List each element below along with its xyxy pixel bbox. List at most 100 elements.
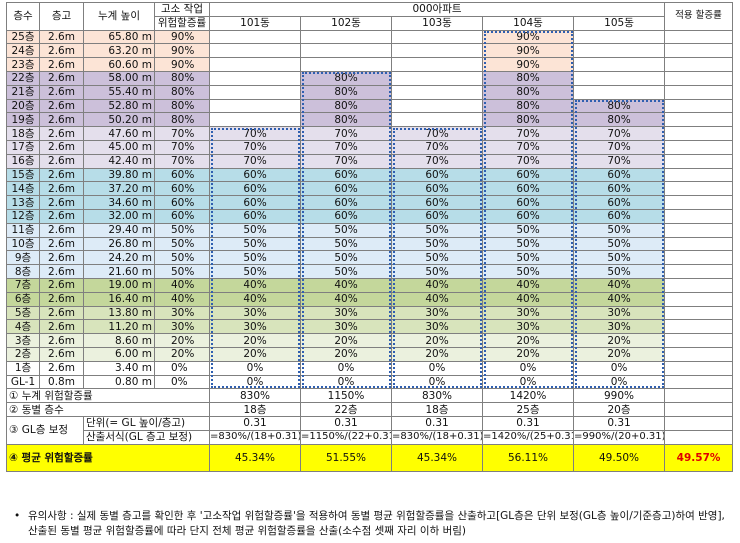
cumulative-value: 29.40 <box>108 224 139 237</box>
risk-rate: 30% <box>154 305 210 321</box>
building-rate <box>572 29 666 45</box>
applied-rate-cell <box>664 250 734 266</box>
cumulative-unit: m <box>141 127 152 140</box>
building-rate: 70% <box>300 153 392 169</box>
building-rate: 60% <box>300 195 392 210</box>
building-rate: 70% <box>482 153 574 169</box>
building-rate: 60% <box>300 167 392 183</box>
building-rate: 60% <box>391 195 483 210</box>
floor-label: 14층 <box>6 181 40 197</box>
building-header: 104동 <box>482 15 574 31</box>
building-rate <box>572 57 666 72</box>
floor-row: 23층 2.6m 60.60 m 90% 90% <box>6 57 734 72</box>
building-rate: 50% <box>300 250 392 266</box>
floor-row: 10층 2.6m 26.80 m 50% 50% 50% 50% 50% 50% <box>6 236 734 252</box>
cumulative-height: 50.20 m <box>83 112 155 128</box>
cumulative-height: 13.80 m <box>83 305 155 321</box>
floor-label: 7층 <box>6 277 40 293</box>
cumulative-height: 3.40 m <box>83 360 155 376</box>
summary-row-cumulative: ① 누계 위험할증률 830% 1150% 830% 1420% 990% <box>6 388 734 404</box>
col-cumulative-header: 누계 높이 <box>83 2 155 31</box>
cumulative-risk-value: 830% <box>391 388 483 404</box>
applied-rate-cell <box>664 402 734 417</box>
building-rate: 60% <box>572 167 666 183</box>
gl-unit-label: 단위(= GL 높이/층고) <box>83 415 210 431</box>
gl-unit-value: 0.31 <box>209 415 301 431</box>
applied-rate-cell <box>664 70 734 86</box>
building-rate: 40% <box>391 291 483 307</box>
building-rate: 50% <box>572 222 666 238</box>
risk-rate: 20% <box>154 333 210 348</box>
floor-height: 2.6m <box>39 319 84 335</box>
building-floors-value: 18층 <box>391 402 483 417</box>
cumulative-unit: m <box>141 279 152 292</box>
cumulative-unit: m <box>141 348 152 361</box>
applied-rate-cell <box>664 415 734 431</box>
floor-height: 2.6m <box>39 305 84 321</box>
building-rate: 70% <box>482 126 574 141</box>
gl-formula-value: =1150%/(22+0.31) <box>300 429 392 445</box>
building-rate: 50% <box>209 250 301 266</box>
building-floors-label: ② 동별 층수 <box>6 402 210 417</box>
building-rate <box>300 43 392 59</box>
building-rate <box>209 84 301 100</box>
cumulative-value: 21.60 <box>108 265 139 278</box>
building-rate: 80% <box>482 112 574 128</box>
building-rate: 20% <box>391 346 483 362</box>
building-rate: 30% <box>391 305 483 321</box>
building-rate: 80% <box>300 98 392 114</box>
building-rate: 30% <box>300 319 392 335</box>
building-rate: 70% <box>209 139 301 155</box>
header-row-1: 층수 층고 누계 높이 고소 작업 000아파트 적용 할증률 <box>6 2 734 31</box>
building-header: 101동 <box>209 15 301 31</box>
building-rate <box>391 84 483 100</box>
cumulative-value: 55.40 <box>108 86 139 99</box>
building-rate: 30% <box>572 319 666 335</box>
building-rate: 0% <box>209 374 301 390</box>
cumulative-height: 60.60 m <box>83 57 155 72</box>
cumulative-value: 65.80 <box>108 30 139 43</box>
floor-row: 7층 2.6m 19.00 m 40% 40% 40% 40% 40% 40% <box>6 277 734 293</box>
building-rate: 70% <box>572 126 666 141</box>
building-rate: 30% <box>391 319 483 335</box>
building-rate: 20% <box>391 333 483 348</box>
cumulative-unit: m <box>141 224 152 237</box>
col-applied-header: 적용 할증률 <box>664 2 734 31</box>
building-floors-value: 25층 <box>482 402 574 417</box>
floor-row: 6층 2.6m 16.40 m 40% 40% 40% 40% 40% 40% <box>6 291 734 307</box>
building-rate: 70% <box>482 139 574 155</box>
building-rate: 60% <box>209 181 301 197</box>
cumulative-height: 52.80 m <box>83 98 155 114</box>
cumulative-unit: m <box>141 141 152 154</box>
summary-row-average: ④ 평균 위험할증률 45.34% 51.55% 45.34% 56.11% 49.50%… <box>6 443 734 472</box>
floor-height: 2.6m <box>39 70 84 86</box>
building-rate: 30% <box>300 305 392 321</box>
floor-height: 2.6m <box>39 167 84 183</box>
cumulative-value: 34.60 <box>108 196 139 209</box>
cumulative-height: 58.00 m <box>83 70 155 86</box>
building-rate: 60% <box>391 208 483 224</box>
building-rate: 30% <box>209 319 301 335</box>
building-rate: 60% <box>300 181 392 197</box>
floor-height: 2.6m <box>39 29 84 45</box>
cumulative-value: 0.80 <box>115 375 139 388</box>
floor-label: 15층 <box>6 167 40 183</box>
floor-height: 2.6m <box>39 57 84 72</box>
cumulative-unit: m <box>141 155 152 168</box>
building-rate: 40% <box>300 291 392 307</box>
note: • 유의사항 : 실제 동별 층고를 확인한 후 '고소작업 위험할증률'을 적… <box>14 509 734 539</box>
floor-height: 2.6m <box>39 112 84 128</box>
building-rate: 70% <box>209 153 301 169</box>
cumulative-height: 34.60 m <box>83 195 155 210</box>
cumulative-value: 3.40 <box>115 362 139 375</box>
floor-label: 16층 <box>6 153 40 169</box>
floor-row: 4층 2.6m 11.20 m 30% 30% 30% 30% 30% 30% <box>6 319 734 335</box>
floor-label: 13층 <box>6 195 40 210</box>
building-rate: 40% <box>300 277 392 293</box>
gl-unit-value: 0.31 <box>482 415 574 431</box>
building-rate <box>209 43 301 59</box>
building-rate: 40% <box>482 291 574 307</box>
building-rate <box>209 29 301 45</box>
cumulative-height: 21.60 m <box>83 264 155 279</box>
